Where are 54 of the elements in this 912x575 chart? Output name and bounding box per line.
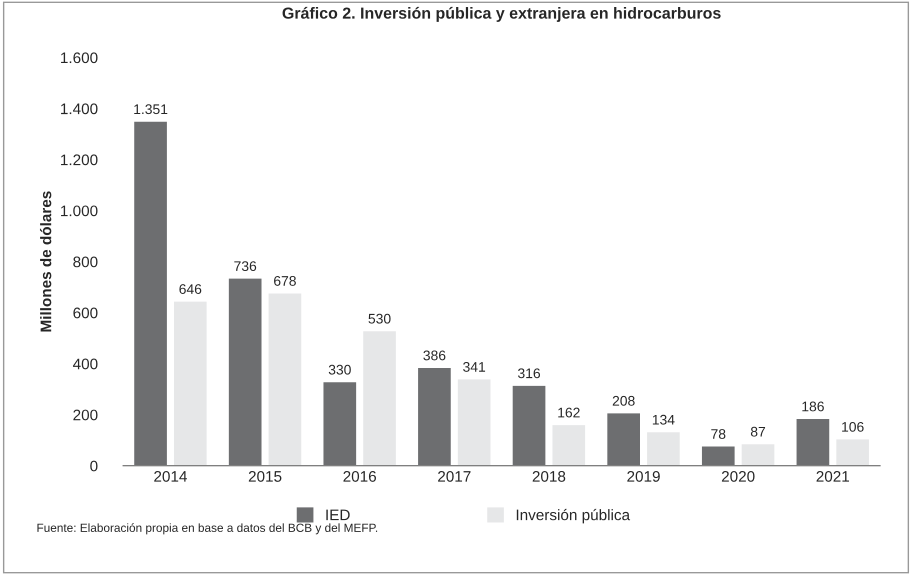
legend-label: Inversión pública: [516, 508, 630, 524]
data-label: 330: [328, 364, 351, 375]
bar: [740, 442, 776, 466]
y-axis-title: Millones de dólares: [40, 191, 52, 332]
data-label: 646: [179, 284, 202, 294]
bar: [322, 380, 358, 466]
y-tick-label: 600: [73, 308, 98, 318]
x-tick-label: 2020: [722, 471, 755, 482]
bar: [456, 378, 492, 466]
bar: [606, 412, 642, 466]
y-tick-label: 1.000: [61, 205, 98, 216]
bar: [172, 300, 208, 466]
data-label: 78: [711, 429, 726, 439]
data-label: 87: [750, 426, 766, 437]
data-label: 530: [368, 314, 391, 324]
bar: [700, 445, 736, 466]
data-label: 386: [423, 350, 446, 360]
y-tick-label: 200: [73, 410, 98, 420]
data-label: 186: [802, 402, 824, 412]
bar: [511, 384, 547, 466]
x-tick-label: 2017: [438, 471, 471, 482]
bar: [227, 277, 263, 466]
data-label: 208: [612, 396, 635, 406]
y-tick-label: 400: [72, 358, 98, 370]
y-tick-label: 1.400: [61, 103, 98, 114]
data-label: 162: [558, 408, 580, 418]
bar: [551, 424, 587, 466]
bar: [646, 430, 682, 466]
data-label: 134: [652, 414, 675, 425]
bar: [795, 418, 831, 466]
bar: [416, 366, 452, 466]
x-tick-label: 2018: [532, 471, 566, 482]
source-note: Fuente: Elaboración propia en base a datos del BCB y del MEFP.: [37, 523, 378, 534]
data-label: 316: [518, 368, 540, 378]
data-label: 736: [234, 261, 256, 272]
x-tick-label: 2016: [343, 471, 376, 482]
x-tick-label: 2019: [627, 471, 660, 482]
chart-title: Gráfico 2. Inversión pública y extranjera en hidrocarburos: [282, 6, 721, 22]
y-tick-label: 1.600: [61, 52, 98, 64]
x-tick-label: 2021: [816, 471, 850, 482]
y-tick-label: 800: [73, 256, 98, 268]
x-tick-label: 2015: [248, 471, 282, 482]
bar: [132, 120, 168, 466]
data-label: 106: [842, 422, 864, 432]
data-label: 1.351: [134, 104, 168, 114]
data-label: 341: [463, 362, 486, 372]
bar: [267, 292, 303, 466]
y-tick-label: 1.200: [61, 154, 98, 166]
legend-label: IED: [326, 510, 350, 520]
x-tick-label: 2014: [154, 471, 187, 482]
y-tick-label: 0: [90, 460, 98, 472]
data-label: 678: [274, 276, 296, 286]
bar: [362, 330, 398, 466]
bar: [834, 438, 870, 466]
